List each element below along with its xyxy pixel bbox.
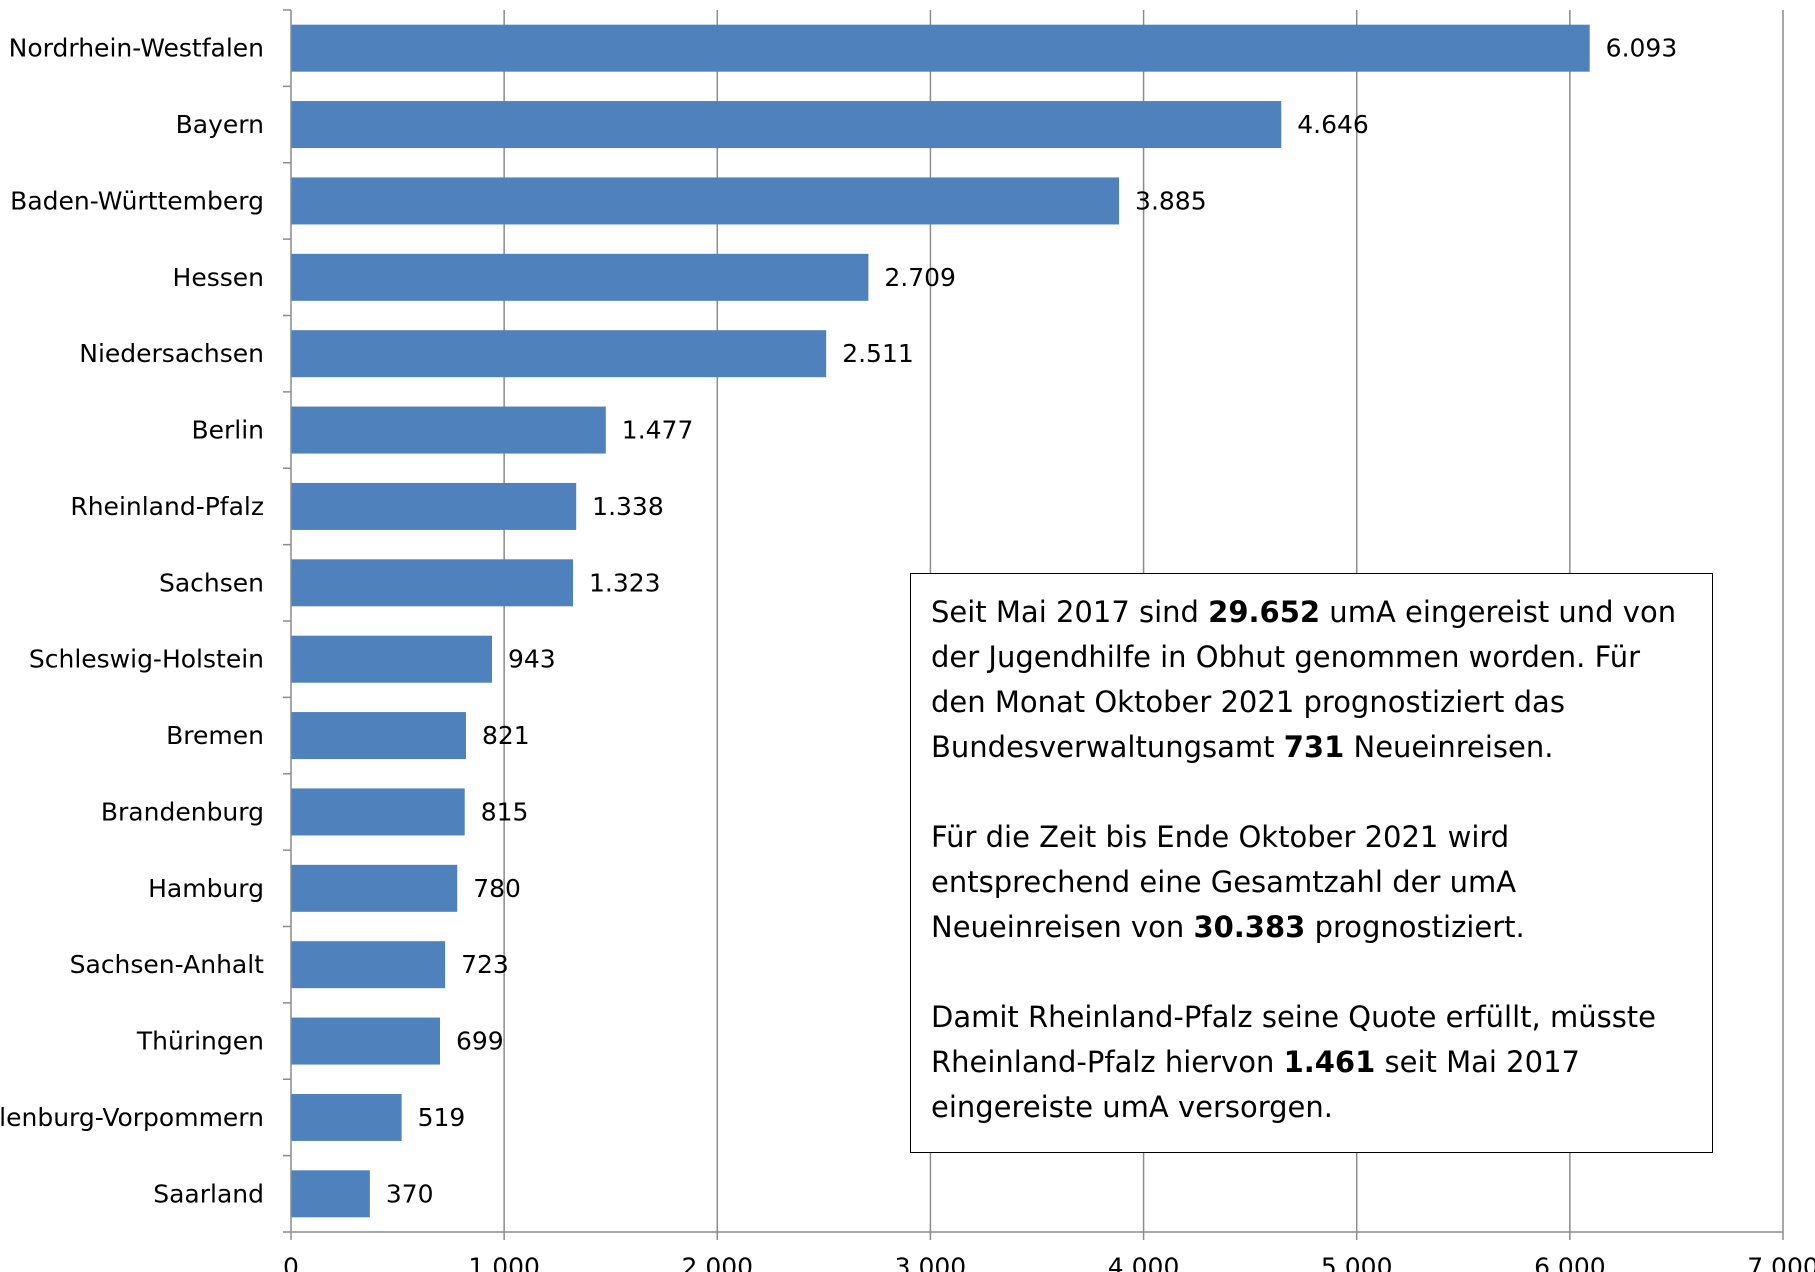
x-tick-label-7: 7.000 [1747, 1253, 1815, 1272]
annotation-paragraph-2: Damit Rheinland-Pfalz seine Quote erfüll… [931, 995, 1692, 1130]
value-label-1: 4.646 [1297, 110, 1369, 139]
annotation-box: Seit Mai 2017 sind 29.652 umA eingereist… [910, 573, 1713, 1153]
category-label-9: Bremen [166, 721, 264, 750]
x-tick-label-5: 5.000 [1321, 1253, 1393, 1272]
bar-2 [291, 177, 1120, 225]
category-label-13: Thüringen [136, 1027, 264, 1056]
annotation-text: Damit Rheinland-Pfalz seine Quote erfüll… [931, 1000, 1657, 1079]
bar-6 [291, 482, 577, 530]
bar-14 [291, 1093, 402, 1141]
value-label-8: 943 [508, 645, 556, 674]
annotation-text: Neueinreisen. [1344, 730, 1554, 764]
category-label-0: Nordrhein-Westfalen [9, 34, 264, 63]
bar-15 [291, 1170, 370, 1218]
annotation-text: seit Mai 2017 eingereiste umA versorgen. [931, 1045, 1580, 1124]
value-label-3: 2.709 [884, 263, 956, 292]
value-label-7: 1.323 [589, 568, 661, 597]
value-label-5: 1.477 [622, 416, 694, 445]
bar-13 [291, 1017, 440, 1065]
bar-10 [291, 788, 465, 836]
category-label-15: Saarland [153, 1179, 264, 1208]
value-label-10: 815 [481, 797, 529, 826]
value-label-4: 2.511 [842, 339, 914, 368]
category-label-10: Brandenburg [101, 797, 264, 826]
value-label-2: 3.885 [1135, 186, 1207, 215]
category-label-6: Rheinland-Pfalz [70, 492, 264, 521]
category-label-3: Hessen [173, 263, 264, 292]
value-label-6: 1.338 [592, 492, 664, 521]
category-label-8: Schleswig-Holstein [29, 645, 264, 674]
category-label-7: Sachsen [159, 568, 264, 597]
value-label-13: 699 [456, 1027, 504, 1056]
bar-7 [291, 559, 573, 607]
bar-8 [291, 635, 492, 683]
value-label-15: 370 [386, 1179, 434, 1208]
value-label-0: 6.093 [1606, 34, 1678, 63]
annotation-paragraph-1: Für die Zeit bis Ende Oktober 2021 wird … [931, 815, 1692, 950]
x-tick-label-6: 6.000 [1534, 1253, 1606, 1272]
category-label-12: Sachsen-Anhalt [70, 950, 265, 979]
value-label-12: 723 [461, 950, 509, 979]
x-tick-label-0: 0 [283, 1253, 299, 1272]
bar-0 [291, 24, 1590, 72]
annotation-highlight-number: 29.652 [1208, 595, 1321, 629]
annotation-highlight-number: 1.461 [1283, 1045, 1376, 1079]
x-tick-label-2: 2.000 [681, 1253, 753, 1272]
x-tick-label-1: 1.000 [468, 1253, 540, 1272]
annotation-highlight-number: 30.383 [1193, 910, 1306, 944]
bar-3 [291, 253, 869, 301]
bar-9 [291, 712, 466, 760]
value-label-11: 780 [473, 874, 521, 903]
annotation-text: umA eingereist und von der Jugendhilfe i… [931, 595, 1677, 764]
x-tick-label-4: 4.000 [1108, 1253, 1180, 1272]
annotation-text: Seit Mai 2017 sind [931, 595, 1209, 629]
category-label-4: Niedersachsen [79, 339, 264, 368]
bar-5 [291, 406, 606, 454]
bar-4 [291, 330, 827, 378]
value-label-9: 821 [482, 721, 530, 750]
category-label-14: Mecklenburg-Vorpommern [0, 1103, 264, 1132]
category-label-1: Bayern [176, 110, 264, 139]
annotation-paragraph-0: Seit Mai 2017 sind 29.652 umA eingereist… [931, 590, 1692, 770]
category-label-11: Hamburg [148, 874, 264, 903]
x-tick-label-3: 3.000 [895, 1253, 967, 1272]
annotation-text: Für die Zeit bis Ende Oktober 2021 wird … [931, 820, 1517, 944]
annotation-highlight-number: 731 [1283, 730, 1345, 764]
bar-1 [291, 101, 1282, 149]
bar-11 [291, 864, 458, 912]
category-label-2: Baden-Württemberg [10, 186, 264, 215]
category-label-5: Berlin [191, 416, 264, 445]
annotation-text: prognostiziert. [1305, 910, 1525, 944]
bar-12 [291, 941, 446, 989]
value-label-14: 519 [418, 1103, 466, 1132]
